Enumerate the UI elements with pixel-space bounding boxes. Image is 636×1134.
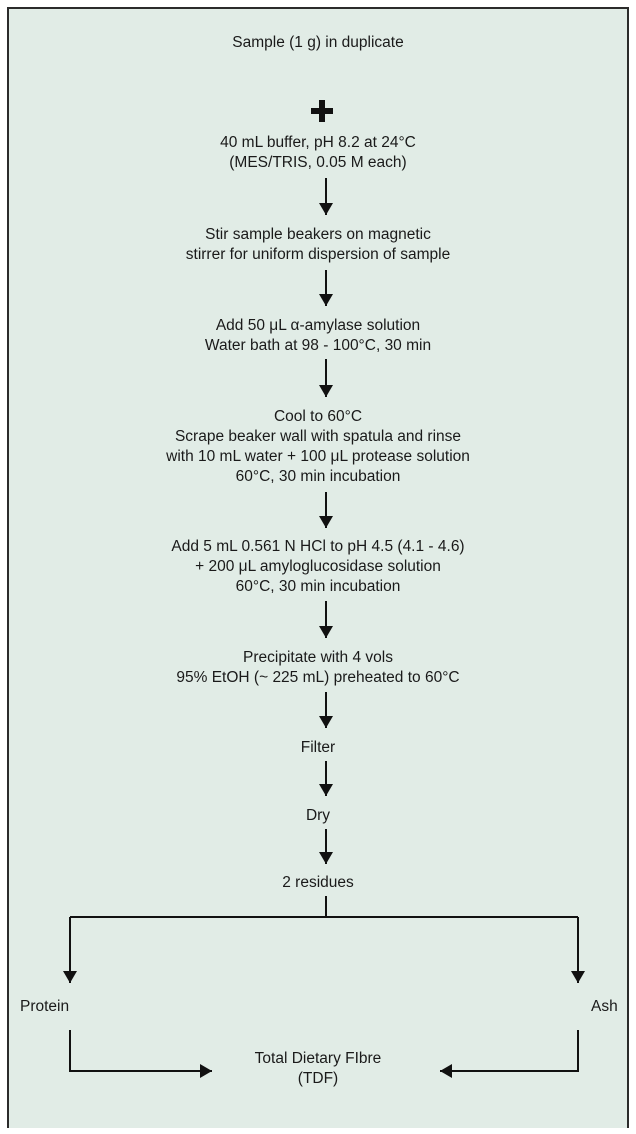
arrow-ash-to-tdf: [440, 1030, 579, 1078]
step-stir: Stir sample beakers on magnetic stirrer …: [185, 226, 451, 263]
step-filter: Filter: [300, 739, 336, 756]
step-amylase: Add 50 μL α-amylase solution Water bath …: [204, 317, 432, 354]
step-dry: Dry: [305, 807, 331, 824]
step-protease: Cool to 60°C Scrape beaker wall with spa…: [166, 408, 470, 485]
flowchart-panel: [7, 7, 629, 1128]
step-buffer: 40 mL buffer, pH 8.2 at 24°C (MES/TRIS, …: [220, 134, 416, 171]
step-amyloglucosidase: Add 5 mL 0.561 N HCl to pH 4.5 (4.1 - 4.…: [171, 538, 465, 595]
result-tdf: Total Dietary FIbre (TDF): [254, 1050, 382, 1087]
step-residues: 2 residues: [282, 874, 354, 891]
branch-ash: Ash: [591, 998, 618, 1015]
arrow-protein-to-tdf: [69, 1030, 212, 1078]
plus-icon: [311, 100, 333, 122]
branch-protein: Protein: [20, 998, 70, 1015]
step-sample: Sample (1 g) in duplicate: [232, 34, 404, 51]
step-precipitate: Precipitate with 4 vols 95% EtOH (~ 225 …: [176, 649, 460, 686]
